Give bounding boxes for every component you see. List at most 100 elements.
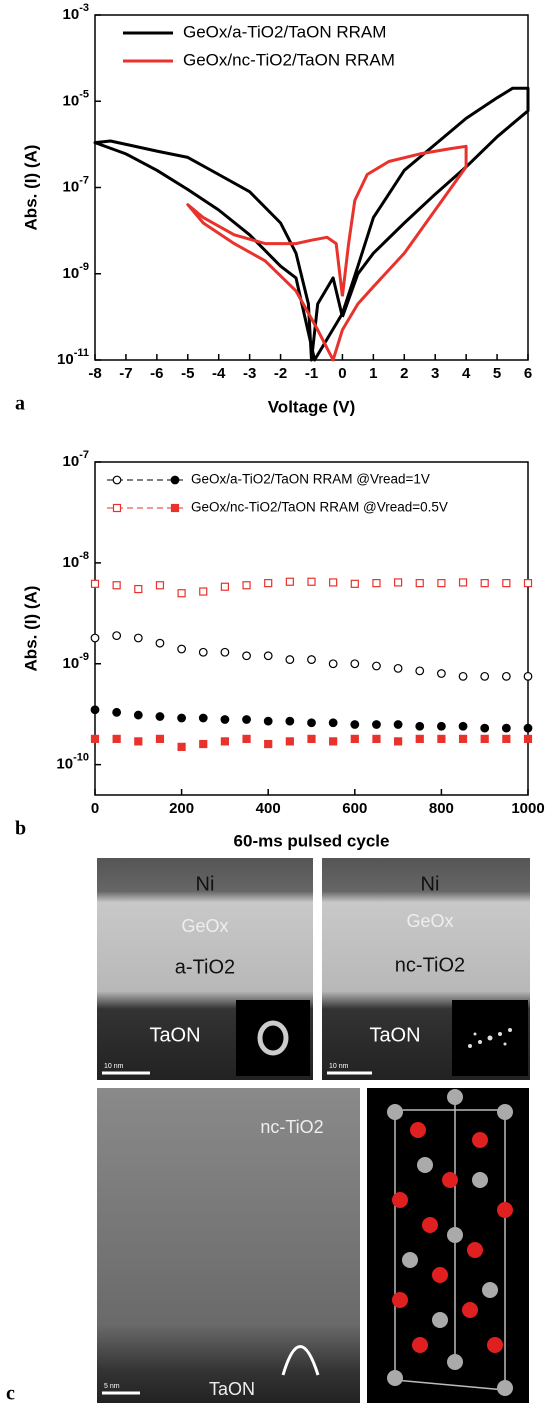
x-tick-label: 4	[462, 365, 471, 382]
marker	[112, 734, 121, 743]
marker	[350, 579, 359, 588]
marker	[170, 475, 180, 485]
marker	[350, 734, 359, 743]
x-axis-label: Voltage (V)	[268, 397, 356, 416]
marker	[112, 503, 122, 513]
x-axis-label: 60-ms pulsed cycle	[234, 831, 390, 850]
panel-label: c	[6, 1383, 15, 1403]
marker	[177, 742, 186, 751]
marker	[264, 739, 273, 749]
marker	[263, 651, 273, 661]
marker	[372, 734, 381, 743]
marker	[112, 475, 122, 485]
layer-label: TaON	[149, 1024, 200, 1046]
marker	[134, 737, 143, 746]
x-tick-label: 400	[256, 800, 281, 817]
marker	[90, 633, 100, 643]
marker	[264, 579, 273, 588]
marker	[90, 734, 100, 743]
marker	[133, 710, 143, 720]
marker	[112, 581, 121, 590]
marker	[329, 737, 338, 746]
marker	[242, 651, 251, 661]
marker	[372, 720, 381, 729]
marker	[501, 723, 511, 733]
marker	[372, 579, 381, 588]
panel-label: a	[15, 393, 25, 415]
hrtem-image: 5 nm nc-TiO2 TaON	[97, 1088, 360, 1403]
marker	[523, 734, 533, 743]
y-tick-label: 10-7	[63, 449, 89, 470]
marker	[155, 581, 165, 590]
x-tick-label: 0	[338, 365, 346, 382]
marker	[112, 707, 122, 717]
x-tick-label: -5	[181, 365, 194, 382]
marker	[307, 718, 316, 728]
layer-label: Ni	[196, 873, 215, 895]
layer-label: TaON	[209, 1379, 255, 1399]
marker	[480, 723, 490, 733]
y-tick-label: 10-5	[63, 88, 89, 109]
marker	[112, 631, 122, 641]
x-tick-label: 6	[524, 365, 532, 382]
marker	[220, 582, 229, 591]
marker	[523, 579, 533, 588]
data-line	[186, 144, 468, 362]
data-line	[93, 86, 530, 362]
marker	[285, 716, 295, 726]
y-tick-label: 10-10	[56, 752, 89, 773]
marker	[437, 579, 446, 588]
marker	[307, 734, 316, 743]
tem-image-right: 10 nm Ni GeOx nc-TiO2 TaON	[322, 858, 530, 1080]
marker	[328, 718, 338, 728]
marker	[458, 734, 468, 743]
marker	[350, 659, 360, 669]
x-tick-label: -4	[212, 365, 226, 382]
marker	[242, 581, 251, 590]
marker	[415, 734, 424, 743]
y-tick-label: 10-7	[63, 174, 89, 195]
y-axis-label: Abs. (I) (A)	[21, 586, 40, 672]
plot-frame	[94, 461, 529, 796]
x-tick-label: 200	[169, 800, 194, 817]
x-tick-label: 0	[91, 800, 99, 817]
x-tick-label: -6	[150, 365, 163, 382]
marker	[285, 577, 294, 586]
layer-label: TaON	[369, 1024, 420, 1046]
marker	[458, 721, 468, 731]
x-tick-label: -3	[243, 365, 256, 382]
marker	[177, 589, 186, 598]
marker	[458, 671, 468, 681]
marker	[155, 734, 165, 743]
scale-label: 10 nm	[104, 1063, 124, 1070]
marker	[502, 734, 511, 743]
x-tick-label: -1	[305, 365, 318, 382]
marker	[350, 720, 360, 729]
marker	[177, 644, 187, 654]
marker	[133, 633, 143, 643]
marker	[394, 737, 403, 746]
layer-label: a-TiO2	[175, 956, 235, 978]
marker	[263, 716, 273, 726]
marker	[523, 723, 533, 733]
y-tick-label: 10-3	[63, 2, 89, 23]
marker	[329, 578, 338, 587]
marker	[220, 737, 229, 746]
marker	[437, 734, 446, 743]
x-tick-label: -2	[274, 365, 287, 382]
marker	[177, 713, 187, 723]
legend-label: GeOx/a-TiO2/TaON RRAM	[183, 22, 386, 41]
x-tick-label: 1	[369, 365, 377, 382]
x-tick-label: 600	[342, 800, 367, 817]
marker	[415, 579, 424, 588]
marker	[134, 584, 143, 594]
marker	[480, 671, 490, 681]
marker	[242, 734, 251, 743]
marker	[155, 638, 165, 648]
y-tick-label: 10-9	[63, 261, 89, 282]
tem-image-left: 10 nm Ni GeOx a-TiO2 TaON	[97, 858, 313, 1080]
x-tick-label: -7	[119, 365, 132, 382]
y-axis-label: Abs. (I) (A)	[21, 145, 40, 231]
marker	[90, 579, 100, 588]
panel-label: b	[15, 818, 26, 840]
